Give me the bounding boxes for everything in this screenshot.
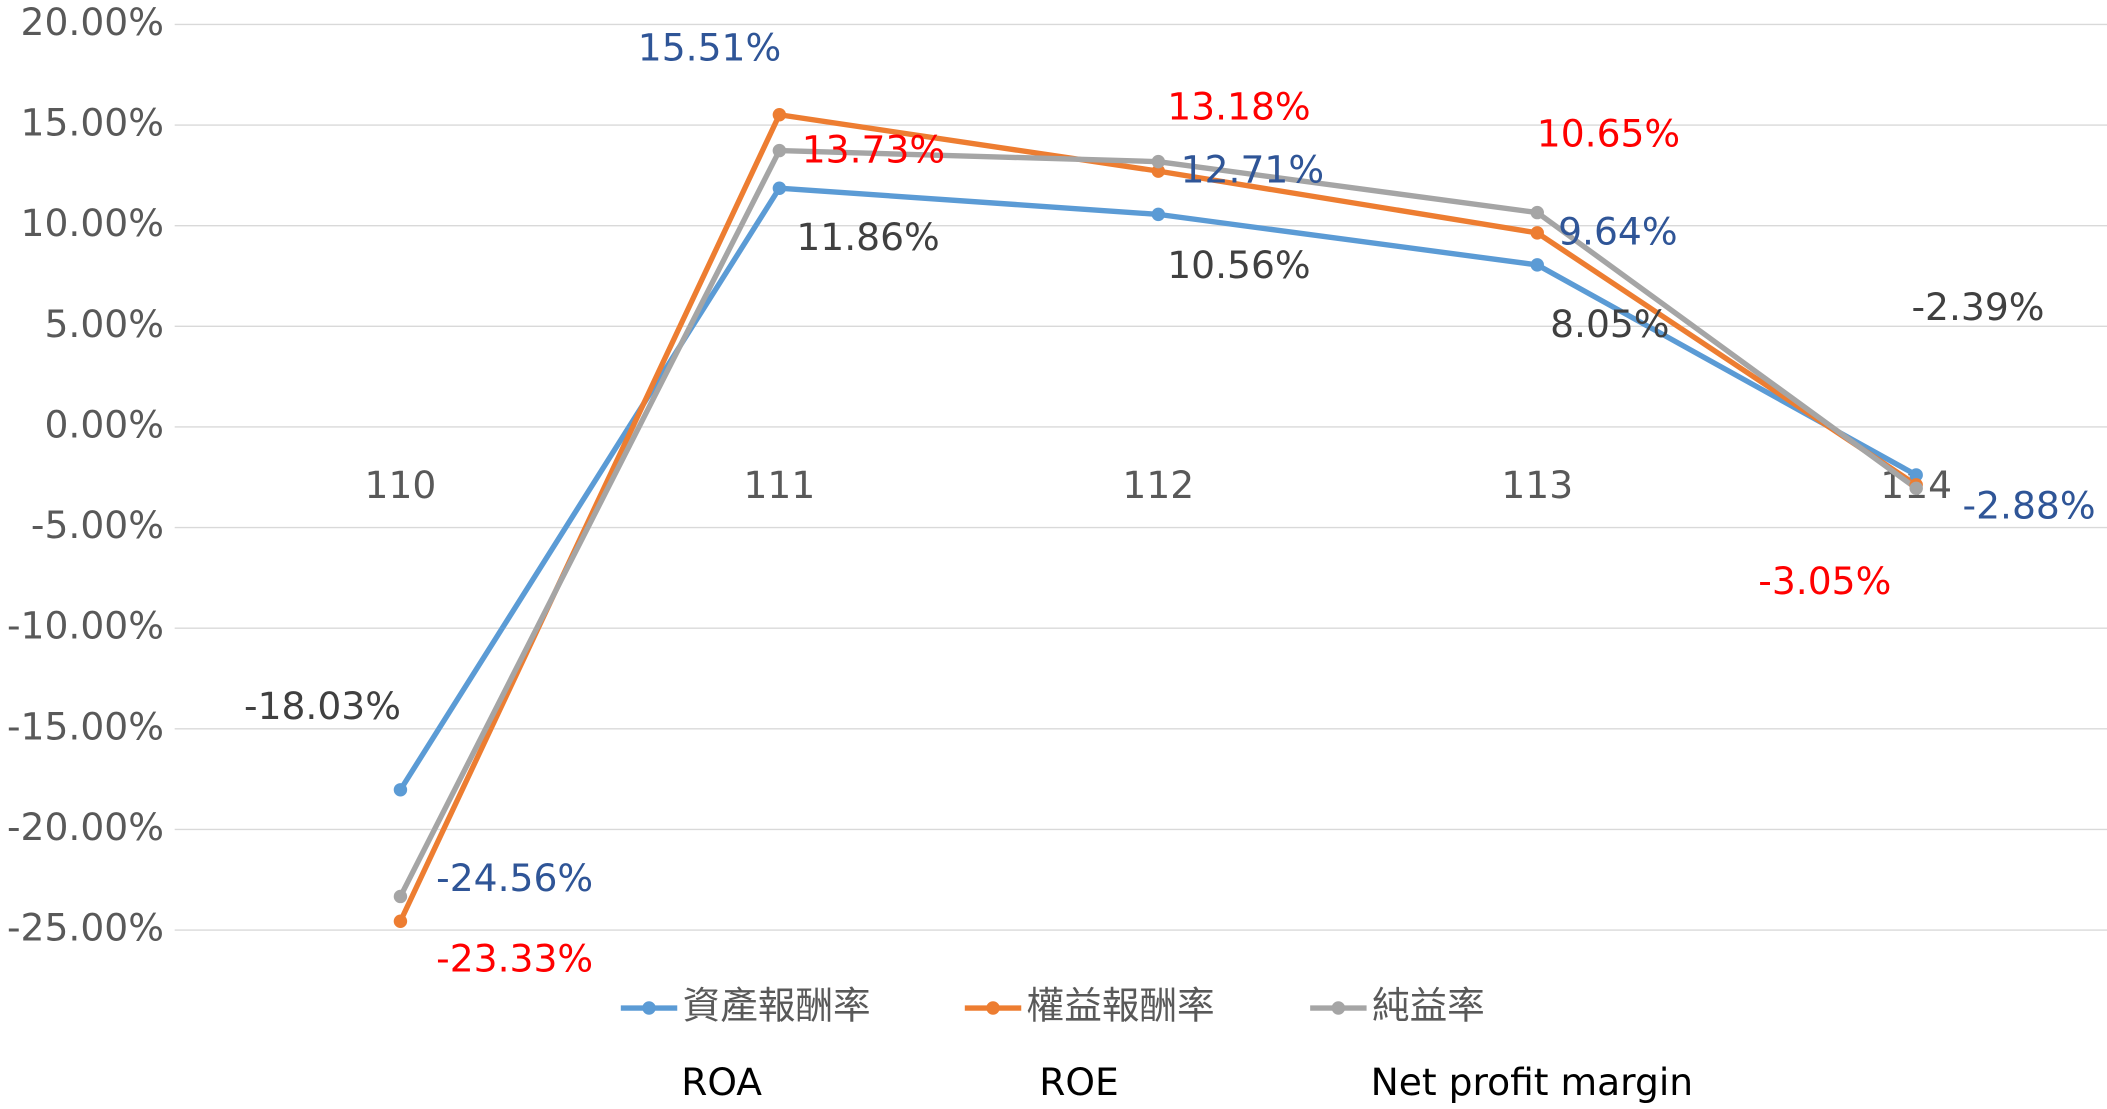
y-tick-label: 5.00%: [44, 302, 163, 346]
data-label: -18.03%: [244, 684, 401, 728]
y-tick-label: -10.00%: [7, 604, 164, 648]
data-label: -2.39%: [1911, 285, 2044, 329]
legend-marker: [642, 1001, 656, 1015]
data-point: [1151, 207, 1166, 222]
data-label: 10.65%: [1537, 111, 1680, 155]
data-label: 10.56%: [1167, 243, 1310, 287]
x-tick-label: 111: [743, 463, 815, 507]
x-tick-label: 112: [1122, 463, 1194, 507]
data-point: [1530, 226, 1544, 240]
annotation: ROE: [1039, 1060, 1119, 1104]
series-line: [398, 112, 1918, 923]
series-line: [398, 147, 1918, 898]
data-label: -2.88%: [1963, 484, 2096, 528]
data-point: [772, 108, 787, 122]
y-tick-label: -20.00%: [7, 805, 164, 849]
data-label: 13.73%: [802, 128, 945, 172]
legend-label: 純益率: [1372, 984, 1485, 1028]
data-label: -23.33%: [436, 936, 593, 980]
annotation: Net profit margin: [1371, 1060, 1694, 1104]
x-tick-label: 113: [1501, 463, 1573, 507]
y-tick-label: 10.00%: [21, 201, 164, 245]
annotation: ROA: [681, 1060, 762, 1104]
legend-marker: [986, 1001, 1000, 1015]
data-point: [772, 143, 787, 158]
data-point: [1151, 154, 1166, 169]
y-tick-label: 15.00%: [21, 101, 164, 145]
data-label: 15.51%: [638, 25, 781, 69]
data-label: 13.18%: [1167, 85, 1310, 129]
data-label: -24.56%: [436, 856, 593, 900]
legend-marker: [1331, 1001, 1346, 1015]
y-tick-label: 20.00%: [21, 0, 164, 44]
y-tick-label: 0.00%: [44, 402, 163, 446]
data-label: -3.05%: [1758, 559, 1891, 603]
data-point: [393, 783, 408, 797]
data-label: 12.71%: [1181, 148, 1324, 192]
legend-label: 權益報酬率: [1027, 984, 1215, 1028]
data-point: [772, 181, 787, 195]
data-point: [393, 889, 408, 904]
y-tick-label: -25.00%: [7, 906, 164, 950]
data-point: [393, 914, 408, 928]
data-point: [1909, 468, 1923, 482]
data-point: [1530, 258, 1544, 272]
data-point: [1530, 205, 1544, 220]
legend-label: 資產報酬率: [683, 984, 871, 1028]
data-label: 11.86%: [796, 215, 939, 259]
y-tick-label: -15.00%: [7, 704, 164, 748]
data-label: 8.05%: [1550, 302, 1669, 346]
y-tick-label: -5.00%: [31, 503, 164, 547]
data-point: [1151, 164, 1166, 178]
x-tick-label: 110: [365, 463, 437, 507]
data-label: 9.64%: [1558, 210, 1677, 254]
data-point: [1909, 481, 1923, 496]
